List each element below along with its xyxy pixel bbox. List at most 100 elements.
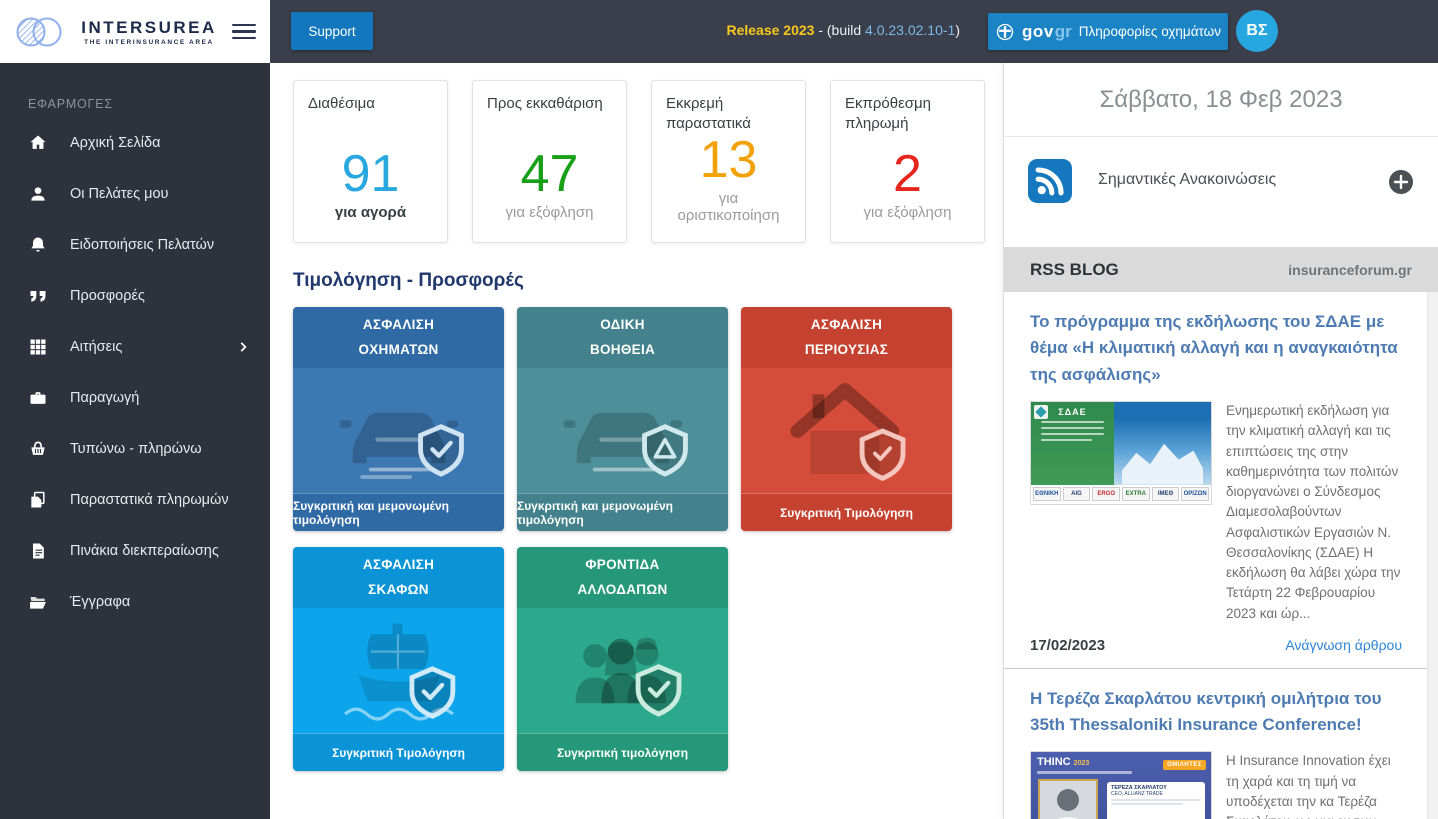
sidebar-item-print-pay[interactable]: Τυπώνω - πληρώνω bbox=[0, 423, 270, 474]
brand-name: INTERSUREA bbox=[81, 17, 217, 37]
stat-subtitle: για εξόφληση bbox=[863, 204, 952, 221]
sidebar-item-offers[interactable]: Προσφορές bbox=[0, 270, 270, 321]
support-button[interactable]: Support bbox=[291, 12, 373, 50]
basket-icon bbox=[31, 440, 45, 455]
article-date: 17/02/2023 bbox=[1030, 636, 1106, 654]
car-shield-check-icon bbox=[339, 412, 464, 479]
brand-text[interactable]: INTERSUREA THE INTERINSURANCE AREA bbox=[66, 18, 232, 46]
stat-title: Διαθέσιμα bbox=[308, 95, 375, 112]
tile-title: ΑΣΦΑΛΙΣΗ ΟΧΗΜΑΤΩΝ bbox=[293, 307, 504, 368]
stat-cards: Διαθέσιμα 91 για αγορά Προς εκκαθάριση 4… bbox=[293, 80, 1003, 243]
tile-footer-label: Συγκριτική και μεμονωμένη τιμολόγηση bbox=[293, 493, 504, 531]
article-title-link[interactable]: Το πρόγραμμα της εκδήλωσης του ΣΔΑΕ με θ… bbox=[1030, 312, 1398, 384]
main-content: Διαθέσιμα 91 για αγορά Προς εκκαθάριση 4… bbox=[270, 63, 1003, 819]
documents-icon bbox=[31, 491, 45, 507]
topbar: Support Release 2023 - (build 4.0.23.02.… bbox=[270, 0, 1438, 63]
article-thumbnail[interactable]: THINC 2023 ΟΜΙΛΗΤΕΣ ΤΕΡΕΖΑ ΣΚΑΡΛΑΤΟΥ CEO… bbox=[1030, 751, 1212, 819]
govgr-emblem-icon bbox=[996, 23, 1014, 40]
sidebar-item-label: Πινάκια διεκπεραίωσης bbox=[70, 542, 219, 559]
sidebar-item-client-notifications[interactable]: Ειδοποιήσεις Πελατών bbox=[0, 219, 270, 270]
rss-article-list: Το πρόγραμμα της εκδήλωσης του ΣΔΑΕ με θ… bbox=[1004, 292, 1438, 819]
sidebar-item-label: Προσφορές bbox=[70, 287, 145, 304]
tile-footer-label: Συγκριτική Τιμολόγηση bbox=[293, 733, 504, 771]
rss-icon[interactable] bbox=[1028, 159, 1072, 203]
sdae-logo bbox=[1034, 405, 1048, 420]
logo-area: INTERSUREA THE INTERINSURANCE AREA bbox=[0, 0, 270, 63]
pricing-tiles: ΑΣΦΑΛΙΣΗ ΟΧΗΜΑΤΩΝ bbox=[293, 307, 1003, 771]
add-announcement-icon[interactable] bbox=[1388, 169, 1414, 195]
sidebar-item-payment-documents[interactable]: Παραστατικά πληρωμών bbox=[0, 474, 270, 525]
sidebar-item-label: Έγγραφα bbox=[70, 593, 131, 610]
stat-card-clearing[interactable]: Προς εκκαθάριση 47 για εξόφληση bbox=[472, 80, 627, 243]
tile-footer-label: Συγκριτική και μεμονωμένη τιμολόγηση bbox=[517, 493, 728, 531]
stat-value: 91 bbox=[341, 145, 400, 204]
tile-footer-label: Συγκριτική Τιμολόγηση bbox=[741, 493, 952, 531]
tile-boat-insurance[interactable]: ΑΣΦΑΛΙΣΗ ΣΚΑΦΩΝ Συγκριτική Τιμολόγηση bbox=[293, 547, 504, 771]
iceberg-image bbox=[1113, 402, 1211, 485]
stat-subtitle: για αγορά bbox=[334, 204, 407, 221]
sidebar-item-label: Αιτήσεις bbox=[70, 338, 123, 355]
speaker-card: ΤΕΡΕΖΑ ΣΚΑΡΛΑΤΟΥ CEO, ALLIANZ TRADE Alli… bbox=[1107, 782, 1205, 819]
tile-title: ΑΣΦΑΛΙΣΗ ΣΚΑΦΩΝ bbox=[293, 547, 504, 608]
article-excerpt: Η Insurance Innovation έχει τη χαρά και … bbox=[1226, 753, 1391, 819]
rss-article: Το πρόγραμμα της εκδήλωσης του ΣΔΑΕ με θ… bbox=[1004, 292, 1438, 669]
stat-subtitle: για εξόφληση bbox=[505, 204, 594, 221]
sidebar-item-label: Οι Πελάτες μου bbox=[70, 185, 169, 202]
intersurea-logo-icon[interactable] bbox=[12, 11, 66, 53]
user-avatar[interactable]: ΒΣ bbox=[1236, 10, 1278, 52]
people-shield-icon bbox=[575, 637, 681, 717]
briefcase-icon bbox=[30, 391, 46, 404]
current-date: Σάββατο, 18 Φεβ 2023 bbox=[1004, 63, 1438, 137]
sidebar-item-applications[interactable]: Αιτήσεις bbox=[0, 321, 270, 372]
sidebar-item-documents[interactable]: Έγγραφα bbox=[0, 576, 270, 627]
sdae-org-label: ΣΔΑΕ bbox=[1058, 407, 1087, 418]
tile-road-assistance[interactable]: ΟΔΙΚΗ ΒΟΗΘΕΙΑ Συγκριτική και bbox=[517, 307, 728, 531]
sidebar-item-label: Αρχική Σελίδα bbox=[70, 134, 161, 151]
sidebar-item-label: Παραγωγή bbox=[70, 389, 140, 406]
file-icon bbox=[33, 543, 44, 558]
tile-property-insurance[interactable]: ΑΣΦΑΛΙΣΗ ΠΕΡΙΟΥΣΙΑΣ Συγκριτική Τιμολόγησ… bbox=[741, 307, 952, 531]
car-shield-warning-icon bbox=[563, 412, 688, 477]
govgr-label: Πληροφορίες οχημάτων bbox=[1078, 24, 1221, 39]
boat-shield-icon bbox=[343, 623, 455, 721]
stat-subtitle: για οριστικοποίηση bbox=[677, 189, 780, 224]
tile-footer-label: Συγκριτική τιμολόγηση bbox=[517, 733, 728, 771]
tile-title: ΦΡΟΝΤΙΔΑ ΑΛΛΟΔΑΠΩΝ bbox=[517, 547, 728, 608]
stat-value: 2 bbox=[893, 145, 922, 204]
house-shield-icon bbox=[789, 382, 905, 481]
sidebar-item-label: Ειδοποιήσεις Πελατών bbox=[70, 236, 215, 253]
tile-title: ΑΣΦΑΛΙΣΗ ΠΕΡΙΟΥΣΙΑΣ bbox=[741, 307, 952, 368]
stat-value: 47 bbox=[520, 145, 579, 204]
bell-icon bbox=[31, 237, 45, 252]
article-title-link[interactable]: Η Τερέζα Σκαρλάτου κεντρική ομιλήτρια το… bbox=[1030, 688, 1382, 735]
release-close: ) bbox=[955, 22, 960, 38]
folder-icon bbox=[30, 596, 46, 609]
person-icon bbox=[31, 186, 45, 201]
tile-foreigners-care[interactable]: ΦΡΟΝΤΙΔΑ ΑΛΛΟΔΑΠΩΝ bbox=[517, 547, 728, 771]
sponsor-logos: ΕΘΝΙΚΗ AIG ERGO EXTRA ΙΜΕΘ ΟΡΙΖΩΝ bbox=[1031, 484, 1211, 505]
tile-title: ΟΔΙΚΗ ΒΟΗΘΕΙΑ bbox=[517, 307, 728, 368]
sidebar-item-home[interactable]: Αρχική Σελίδα bbox=[0, 117, 270, 168]
stat-value: 13 bbox=[699, 131, 758, 189]
sidebar-item-label: Παραστατικά πληρωμών bbox=[70, 491, 229, 508]
stat-title: Εκκρεμή παραστατικά bbox=[666, 95, 751, 132]
sidebar-item-label: Τυπώνω - πληρώνω bbox=[70, 440, 202, 457]
sidebar: ΕΦΑΡΜΟΓΕΣ Αρχική Σελίδα Οι Πελάτες μου Ε… bbox=[0, 63, 270, 819]
sidebar-item-production[interactable]: Παραγωγή bbox=[0, 372, 270, 423]
read-article-link[interactable]: Ανάγνωση άρθρου bbox=[1285, 637, 1402, 654]
sidebar-item-my-clients[interactable]: Οι Πελάτες μου bbox=[0, 168, 270, 219]
announcements-label: Σημαντικές Ανακοινώσεις bbox=[1098, 171, 1277, 188]
article-thumbnail[interactable]: ΣΔΑΕ ΕΘΝΙΚΗ AIG ERGO EXTRA ΙΜΕΘ ΟΡΙΖΩΝ bbox=[1030, 401, 1212, 506]
thinc-logo: THINC 2023 bbox=[1037, 756, 1090, 769]
menu-toggle-icon[interactable] bbox=[232, 20, 256, 44]
stat-card-available[interactable]: Διαθέσιμα 91 για αγορά bbox=[293, 80, 448, 243]
release-label: Release 2023 bbox=[726, 22, 815, 38]
govgr-button[interactable]: gov gr Πληροφορίες οχημάτων bbox=[988, 13, 1228, 50]
grid-icon bbox=[30, 339, 46, 354]
rss-article: Η Τερέζα Σκαρλάτου κεντρική ομιλήτρια το… bbox=[1004, 668, 1438, 819]
scrollbar[interactable] bbox=[1427, 292, 1438, 819]
stat-card-overdue[interactable]: Εκπρόθεσμη πληρωμή 2 για εξόφληση bbox=[830, 80, 985, 243]
tile-vehicle-insurance[interactable]: ΑΣΦΑΛΙΣΗ ΟΧΗΜΑΤΩΝ bbox=[293, 307, 504, 531]
stat-card-pending[interactable]: Εκκρεμή παραστατικά 13 για οριστικοποίησ… bbox=[651, 80, 806, 243]
sidebar-item-processing-boards[interactable]: Πινάκια διεκπεραίωσης bbox=[0, 525, 270, 576]
